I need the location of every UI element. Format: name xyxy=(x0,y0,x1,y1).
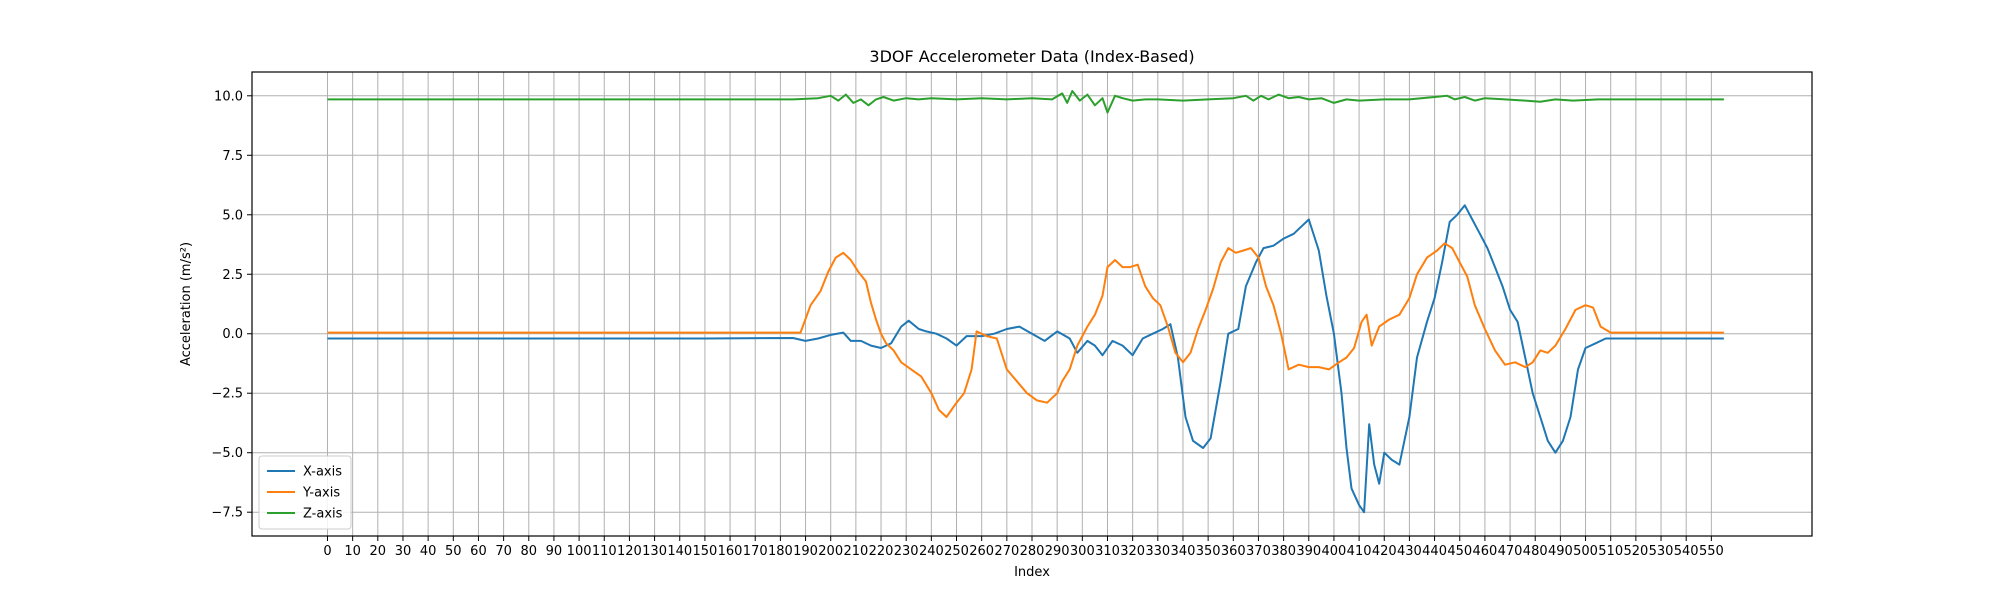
x-tick-label: 350 xyxy=(1196,544,1221,559)
x-tick-label: 540 xyxy=(1674,544,1699,559)
x-tick-label: 240 xyxy=(919,544,944,559)
y-tick-label: −5.0 xyxy=(211,446,243,461)
x-tick-label: 440 xyxy=(1422,544,1447,559)
x-tick-label: 180 xyxy=(768,544,793,559)
x-tick-label: 300 xyxy=(1070,544,1095,559)
x-tick-label: 390 xyxy=(1296,544,1321,559)
x-tick-label: 340 xyxy=(1171,544,1196,559)
x-tick-label: 60 xyxy=(470,544,487,559)
x-tick-label: 310 xyxy=(1095,544,1120,559)
x-tick-label: 280 xyxy=(1020,544,1045,559)
y-tick-label: 5.0 xyxy=(222,208,243,223)
x-tick-label: 420 xyxy=(1372,544,1397,559)
x-tick-label: 40 xyxy=(420,544,437,559)
legend-box xyxy=(258,455,352,530)
x-tick-label: 150 xyxy=(692,544,717,559)
x-tick-label: 480 xyxy=(1523,544,1548,559)
y-axis-ticks: −7.5 −5.0 −2.5 0.0 2.5 5.0 7.5 10.0 xyxy=(211,89,252,521)
x-tick-label: 400 xyxy=(1322,544,1347,559)
y-tick-label: 7.5 xyxy=(222,149,243,164)
y-tick-label: −2.5 xyxy=(211,387,243,402)
x-tick-label: 190 xyxy=(793,544,818,559)
legend-label-z-axis: Z-axis xyxy=(303,507,343,522)
x-tick-label: 380 xyxy=(1271,544,1296,559)
x-tick-label: 220 xyxy=(869,544,894,559)
x-tick-label: 170 xyxy=(743,544,768,559)
x-tick-label: 250 xyxy=(944,544,969,559)
y-tick-label: 2.5 xyxy=(222,268,243,283)
x-tick-label: 100 xyxy=(567,544,592,559)
x-tick-label: 430 xyxy=(1397,544,1422,559)
plot-series xyxy=(327,90,1724,514)
legend-label-x-axis: X-axis xyxy=(303,465,342,480)
x-tick-label: 90 xyxy=(546,544,563,559)
series-line-z-axis xyxy=(327,90,1724,114)
x-tick-label: 490 xyxy=(1548,544,1573,559)
x-tick-label: 270 xyxy=(994,544,1019,559)
x-tick-label: 530 xyxy=(1649,544,1674,559)
x-tick-label: 110 xyxy=(592,544,617,559)
x-tick-label: 410 xyxy=(1347,544,1372,559)
x-tick-label: 20 xyxy=(370,544,387,559)
x-tick-label: 10 xyxy=(344,544,361,559)
x-tick-label: 130 xyxy=(642,544,667,559)
legend: X-axis Y-axis Z-axis xyxy=(258,455,352,530)
series-line-x-axis xyxy=(327,204,1724,514)
x-tick-label: 520 xyxy=(1623,544,1648,559)
x-tick-label: 140 xyxy=(667,544,692,559)
x-axis-label: Index xyxy=(1014,565,1050,580)
x-tick-label: 460 xyxy=(1472,544,1497,559)
chart-title: 3DOF Accelerometer Data (Index-Based) xyxy=(869,47,1194,66)
legend-label-y-axis: Y-axis xyxy=(302,486,340,501)
y-tick-label: 10.0 xyxy=(214,89,243,104)
grid xyxy=(252,72,1812,536)
x-tick-label: 70 xyxy=(495,544,512,559)
y-axis-label: Acceleration (m/s²) xyxy=(179,242,194,366)
x-tick-label: 50 xyxy=(445,544,462,559)
x-tick-label: 230 xyxy=(894,544,919,559)
y-tick-label: 0.0 xyxy=(222,327,243,342)
x-tick-label: 330 xyxy=(1145,544,1170,559)
y-tick-label: −7.5 xyxy=(211,506,243,521)
x-tick-label: 260 xyxy=(969,544,994,559)
x-tick-label: 210 xyxy=(843,544,868,559)
x-tick-label: 290 xyxy=(1045,544,1070,559)
x-tick-label: 510 xyxy=(1598,544,1623,559)
x-tick-label: 450 xyxy=(1447,544,1472,559)
x-tick-label: 370 xyxy=(1246,544,1271,559)
x-tick-label: 500 xyxy=(1573,544,1598,559)
x-tick-label: 320 xyxy=(1120,544,1145,559)
x-tick-label: 360 xyxy=(1221,544,1246,559)
x-tick-label: 200 xyxy=(818,544,843,559)
series-line-y-axis xyxy=(327,242,1724,418)
x-tick-label: 120 xyxy=(617,544,642,559)
x-tick-label: 470 xyxy=(1498,544,1523,559)
x-tick-label: 0 xyxy=(323,544,331,559)
x-tick-label: 80 xyxy=(521,544,538,559)
x-tick-label: 550 xyxy=(1699,544,1724,559)
x-tick-label: 30 xyxy=(395,544,412,559)
x-tick-label: 160 xyxy=(718,544,743,559)
x-axis-ticks: 0 10 20 30 40 50 60 70 80 90 100 110 120 130 140 150 160… xyxy=(323,536,1724,559)
